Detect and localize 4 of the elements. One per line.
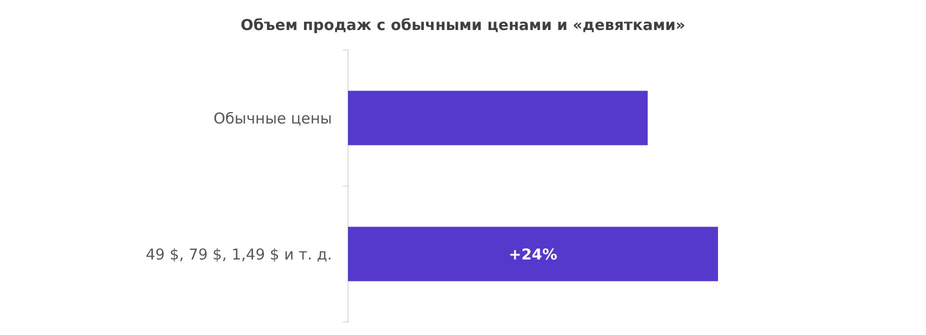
y-tick-label: 49 $, 79 $, 1,49 $ и т. д. [146,245,332,264]
annotation: +24% [508,245,558,264]
y-tick-label: Обычные цены [214,109,332,128]
chart-title: Объем продаж с обычными ценами и «девятками» [240,16,686,34]
